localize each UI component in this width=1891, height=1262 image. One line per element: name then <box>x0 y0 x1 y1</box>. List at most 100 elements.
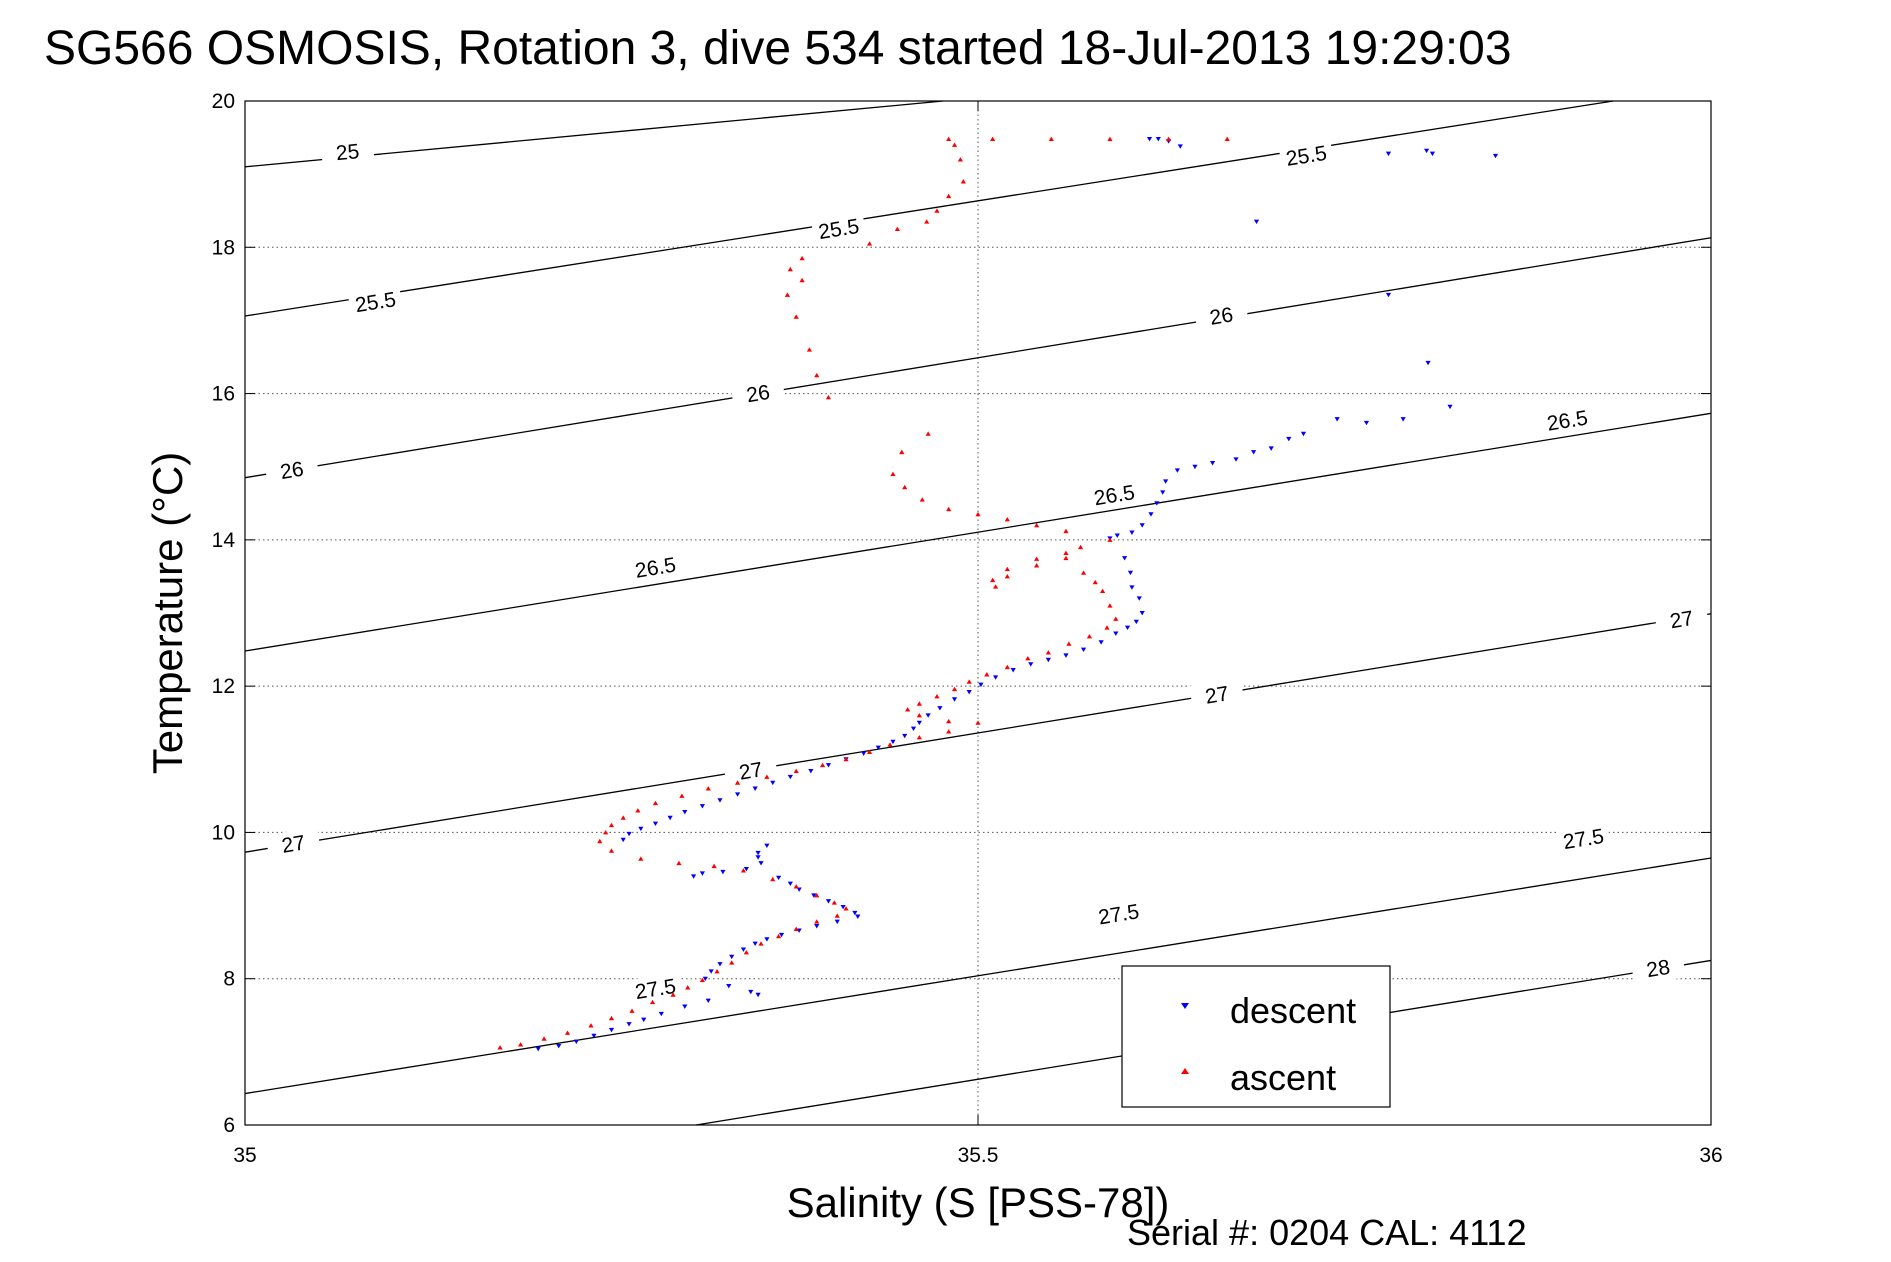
descent-point-54 <box>890 739 896 745</box>
ascent-point-106 <box>518 1042 524 1047</box>
descent-point-11 <box>1447 404 1453 410</box>
descent-point-42 <box>1045 657 1051 663</box>
footer-serial-cal: Serial #: 0204 CAL: 4112 <box>1127 1212 1527 1253</box>
ascent-point-10 <box>934 208 940 213</box>
descent-point-73 <box>755 850 761 856</box>
ascent-point-51 <box>1025 655 1031 661</box>
ascent-point-59 <box>916 713 922 718</box>
descent-point-70 <box>626 831 632 837</box>
descent-point-91 <box>778 932 785 938</box>
descent-point-18 <box>1251 450 1257 455</box>
contour-label-bg-1 <box>347 285 404 320</box>
ascent-point-33 <box>1078 544 1084 550</box>
ascent-point-66 <box>843 756 849 762</box>
ascent-point-70 <box>734 780 741 785</box>
ascent-point-87 <box>831 900 837 905</box>
ascent-point-84 <box>770 876 776 882</box>
descent-point-0 <box>1146 137 1153 142</box>
descent-point-61 <box>770 780 776 786</box>
descent-point-63 <box>734 792 741 797</box>
descent-point-9 <box>1385 292 1392 298</box>
contour-label-4: 26 <box>279 458 306 484</box>
contour-label-bg-12 <box>1189 677 1245 712</box>
descent-point-17 <box>1268 446 1274 451</box>
contour-label-bg-5 <box>730 376 786 411</box>
descent-point-23 <box>1163 479 1169 484</box>
descent-point-28 <box>1129 530 1135 535</box>
descent-point-84 <box>825 899 832 904</box>
descent-point-66 <box>682 809 688 815</box>
ascent-point-18 <box>793 314 799 319</box>
ascent-point-13 <box>866 241 873 246</box>
descent-point-49 <box>937 706 943 711</box>
descent-point-86 <box>852 910 858 916</box>
legend: descent ascent <box>1121 965 1391 1108</box>
ascent-point-58 <box>905 707 911 712</box>
contour-label-bg-3 <box>1278 138 1335 173</box>
descent-point-89 <box>814 924 820 929</box>
descent-point-24 <box>1160 490 1166 495</box>
ascent-point-26 <box>919 497 925 502</box>
chart-title: SG566 OSMOSIS, Rotation 3, dive 534 star… <box>44 22 1512 75</box>
contour-label-bg-13 <box>1653 602 1710 637</box>
descent-point-40 <box>1080 647 1087 652</box>
descent-point-4 <box>1385 151 1392 157</box>
ascent-point-25 <box>902 484 908 490</box>
descent-point-45 <box>992 675 999 680</box>
ascent-point-23 <box>899 449 905 455</box>
descent-point-77 <box>720 869 726 875</box>
x-tick-label-2: 36 <box>1699 1144 1722 1167</box>
descent-point-3 <box>1177 144 1183 149</box>
ascent-point-7 <box>957 157 964 162</box>
ascent-point-61 <box>975 720 981 725</box>
ascent-point-73 <box>652 800 659 806</box>
descent-point-103 <box>682 1004 688 1009</box>
ascent-point-77 <box>603 830 609 835</box>
ascent-point-62 <box>946 729 952 734</box>
descent-point-32 <box>1127 570 1134 576</box>
ascent-point-6 <box>951 142 958 147</box>
ascent-point-3 <box>1107 136 1113 142</box>
descent-point-64 <box>717 798 723 803</box>
ascent-point-75 <box>620 815 626 820</box>
ascent-point-105 <box>541 1036 547 1041</box>
legend-marker-ascent <box>1181 1068 1189 1074</box>
contour-label-bg-2 <box>811 212 867 246</box>
descent-point-110 <box>556 1044 562 1049</box>
data-points <box>497 136 1499 1052</box>
legend-box <box>1121 965 1391 1108</box>
descent-point-13 <box>1363 420 1370 426</box>
ascent-point-35 <box>1034 556 1040 561</box>
ascent-point-42 <box>1080 570 1087 575</box>
contour-label-bg-14 <box>627 971 684 1006</box>
density-contours <box>244 100 1712 1126</box>
descent-point-41 <box>1063 653 1069 658</box>
contour-label-13: 27 <box>1668 607 1695 633</box>
ascent-point-32 <box>1107 537 1113 542</box>
descent-point-25 <box>1154 501 1160 506</box>
ascent-point-47 <box>1104 625 1110 630</box>
y-tick-label-5: 16 <box>212 383 235 406</box>
descent-point-111 <box>535 1046 541 1052</box>
ascent-point-50 <box>1045 650 1051 655</box>
ascent-point-95 <box>729 960 735 965</box>
ascent-point-28 <box>975 511 981 517</box>
descent-point-92 <box>764 937 770 942</box>
contour-label-bg-7 <box>627 550 684 585</box>
ascent-point-96 <box>714 969 720 974</box>
descent-point-102 <box>705 998 711 1004</box>
descent-point-50 <box>925 713 931 718</box>
ascent-point-54 <box>966 679 972 684</box>
y-tick-label-6: 18 <box>212 236 235 259</box>
descent-point-55 <box>875 745 881 750</box>
descent-point-78 <box>699 871 705 876</box>
descent-point-44 <box>1010 668 1016 673</box>
contour-label-bg-9 <box>1539 403 1596 438</box>
ascent-point-37 <box>990 577 996 583</box>
y-axis-ticks: 6 8 10 12 14 16 18 20 <box>212 90 1711 1137</box>
contour-label-bg-15 <box>1091 897 1147 932</box>
descent-point-26 <box>1148 512 1154 517</box>
ascent-point-20 <box>814 372 820 378</box>
contour-label-10: 27 <box>280 831 307 857</box>
contour-label-11: 27 <box>737 758 764 784</box>
